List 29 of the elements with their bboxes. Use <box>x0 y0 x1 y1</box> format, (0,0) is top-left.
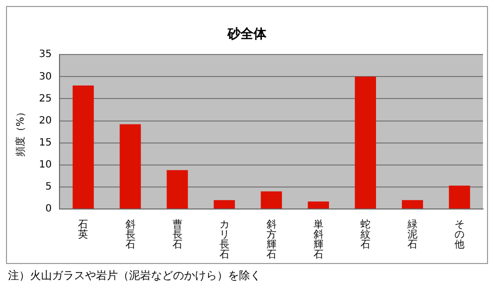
text: 注）火山ガラスや岩片（泥岩などのかけら）を除く <box>8 268 261 283</box>
bar <box>260 191 282 208</box>
y-tick-label: 20 <box>38 115 52 126</box>
y-tick-label: 5 <box>45 182 52 193</box>
bar <box>214 200 235 208</box>
x-tick-label: 緑泥石 <box>406 220 418 251</box>
x-tick-label: 斜方輝石 <box>266 218 276 261</box>
chart-title: 砂全体 <box>226 27 268 42</box>
x-tick-label: 曹長石 <box>172 218 182 251</box>
bar <box>120 124 141 208</box>
x-tick-label: 蛇紋石 <box>360 218 370 251</box>
y-tick-label: 25 <box>38 93 52 104</box>
y-tick-label: 35 <box>38 49 52 60</box>
x-tick-label: 斜長石 <box>125 218 136 251</box>
bar <box>448 186 470 208</box>
bar <box>166 170 188 208</box>
bar <box>354 76 376 208</box>
y-tick-label: 30 <box>38 71 52 82</box>
bar <box>308 202 329 208</box>
bar <box>72 85 94 208</box>
x-tick-label: その他 <box>454 220 464 251</box>
y-tick-label: 0 <box>45 204 52 215</box>
y-axis-title: 頻度（%） <box>14 107 27 157</box>
bar <box>402 200 424 208</box>
y-tick-label: 15 <box>38 137 52 148</box>
x-tick-label: 石英 <box>78 220 88 241</box>
y-tick-label: 10 <box>38 159 52 170</box>
x-tick-label: 単斜輝石 <box>313 220 324 261</box>
x-tick-label: カリ長石 <box>219 220 230 261</box>
